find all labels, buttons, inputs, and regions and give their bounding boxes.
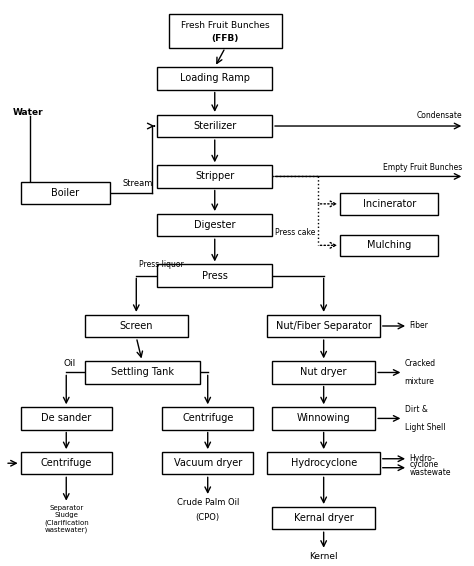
Text: Hydro-: Hydro- [410,454,435,463]
Text: wastewate: wastewate [410,468,451,477]
Text: Digester: Digester [194,220,236,230]
FancyBboxPatch shape [157,264,272,287]
Text: (FFB): (FFB) [211,33,239,42]
Text: Centrifuge: Centrifuge [182,413,233,423]
FancyBboxPatch shape [157,115,272,137]
Text: Press liquor: Press liquor [138,260,183,269]
Text: Sterilizer: Sterilizer [193,121,237,131]
Text: Stream: Stream [122,179,153,188]
Text: Boiler: Boiler [51,188,79,198]
Text: cyclone: cyclone [410,460,438,469]
Text: Nut dryer: Nut dryer [301,367,347,378]
Text: Water: Water [13,108,44,117]
Text: Centrifuge: Centrifuge [41,458,92,468]
Text: Fresh Fruit Bunches: Fresh Fruit Bunches [181,21,270,29]
Text: Hydrocyclone: Hydrocyclone [291,458,357,468]
Text: Screen: Screen [119,321,153,331]
Text: Nut/Fiber Separator: Nut/Fiber Separator [276,321,372,331]
Text: Light Shell: Light Shell [405,423,445,432]
FancyBboxPatch shape [162,452,254,474]
FancyBboxPatch shape [20,407,112,430]
Text: Press: Press [202,271,228,281]
Text: Empty Fruit Bunches: Empty Fruit Bunches [383,163,462,172]
Text: Separator
Sludge
(Clarification
wastewater): Separator Sludge (Clarification wastewat… [44,505,89,533]
Text: Oil: Oil [63,359,75,368]
FancyBboxPatch shape [157,67,272,89]
Text: Stripper: Stripper [195,171,234,182]
Text: Cracked: Cracked [405,359,436,368]
FancyBboxPatch shape [85,315,188,337]
FancyBboxPatch shape [340,193,438,215]
FancyBboxPatch shape [340,235,438,256]
FancyBboxPatch shape [267,452,380,474]
FancyBboxPatch shape [157,165,272,188]
Text: Fiber: Fiber [410,321,428,331]
FancyBboxPatch shape [157,214,272,237]
Text: Winnowing: Winnowing [297,413,350,423]
FancyBboxPatch shape [162,407,254,430]
FancyBboxPatch shape [272,507,375,529]
Text: Press cake: Press cake [275,228,315,237]
Text: Kernel: Kernel [310,552,338,561]
Text: Condensate: Condensate [416,112,462,121]
FancyBboxPatch shape [169,14,282,48]
FancyBboxPatch shape [272,361,375,384]
FancyBboxPatch shape [20,182,109,204]
Text: (CPO): (CPO) [196,513,220,521]
FancyBboxPatch shape [267,315,380,337]
Text: De sander: De sander [41,413,91,423]
Text: Incinerator: Incinerator [363,199,416,209]
Text: Crude Palm Oil: Crude Palm Oil [176,498,239,507]
Text: mixture: mixture [405,377,435,386]
Text: Loading Ramp: Loading Ramp [180,74,250,83]
Text: Mulching: Mulching [367,241,411,250]
Text: Vacuum dryer: Vacuum dryer [173,458,242,468]
FancyBboxPatch shape [272,407,375,430]
Text: Settling Tank: Settling Tank [110,367,173,378]
FancyBboxPatch shape [85,361,200,384]
FancyBboxPatch shape [20,452,112,474]
Text: Dirt &: Dirt & [405,405,428,414]
Text: Kernal dryer: Kernal dryer [294,513,354,523]
